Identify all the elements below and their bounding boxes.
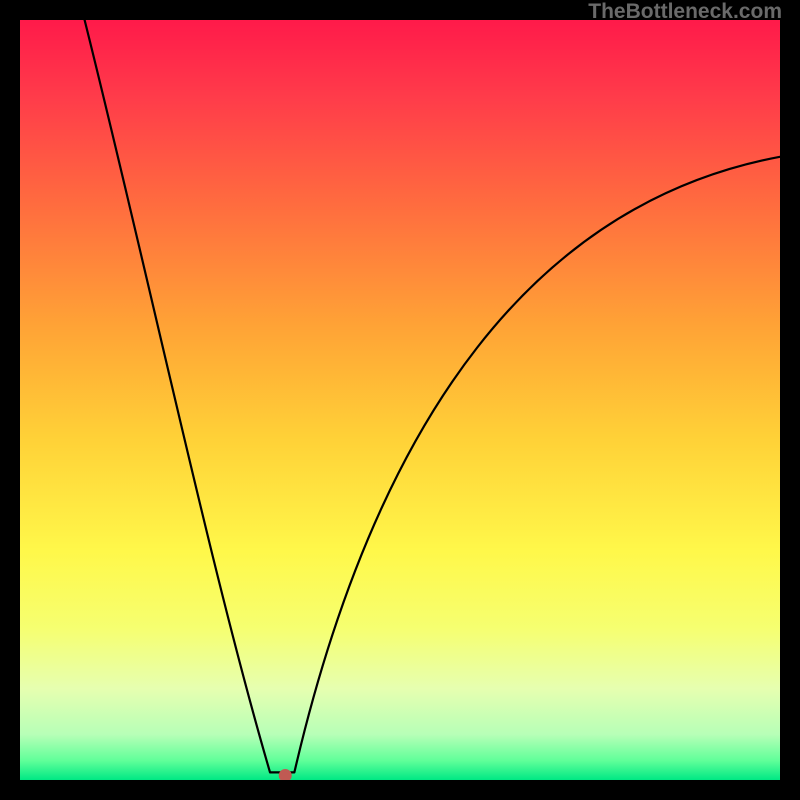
plot-area (20, 20, 780, 780)
watermark-text: TheBottleneck.com (588, 0, 782, 24)
outer-frame: TheBottleneck.com (0, 0, 800, 800)
bottleneck-curve (85, 20, 780, 772)
bottleneck-marker (279, 769, 292, 780)
chart-svg (20, 20, 780, 780)
